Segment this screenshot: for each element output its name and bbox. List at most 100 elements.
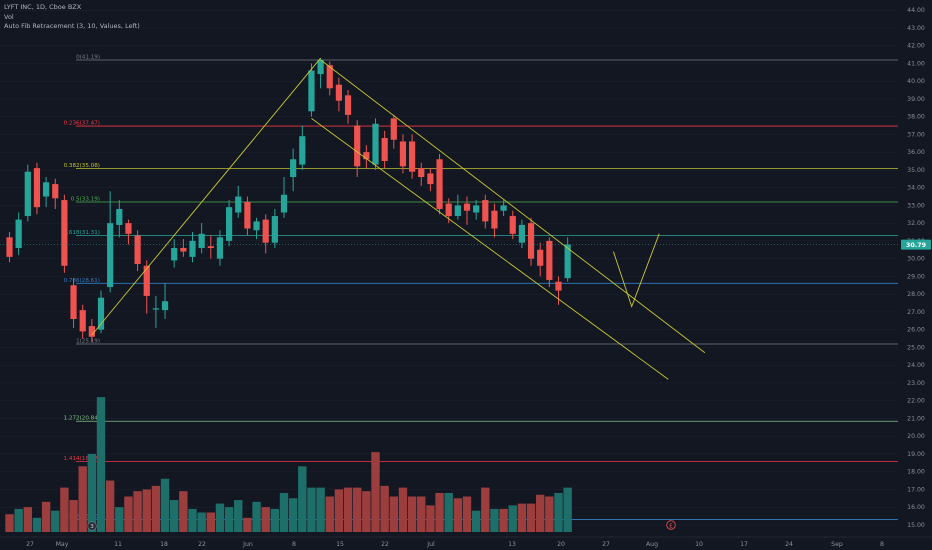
candle-body[interactable] (454, 205, 461, 217)
price-axis[interactable]: 44.00 43.00 42.00 41.00 40.00 39.00 38.00 37.00… (0, 7, 931, 529)
time-axis[interactable]: 27 May 11 18 22 Jun 8 15 22 Jul 13 20 27 Aug 10 17 24 Sep… (0, 536, 932, 548)
candlestick-series[interactable] (6, 58, 571, 343)
candle-body[interactable] (546, 240, 553, 280)
volume-bar (362, 491, 371, 532)
candle-body[interactable] (15, 219, 22, 248)
candle-body[interactable] (107, 223, 114, 288)
volume-bar (398, 487, 408, 532)
fib-retracement-levels[interactable]: 0(41.19) 0.236(37.47) 0.382(35.08) 0.5(33.1… (64, 55, 898, 521)
candle-body[interactable] (280, 194, 288, 213)
candle-body[interactable] (152, 308, 159, 310)
candle-body[interactable] (436, 159, 443, 209)
volume-label[interactable]: Vol (4, 12, 14, 21)
candle-body[interactable] (308, 70, 315, 112)
candle-body[interactable] (244, 201, 251, 229)
candle-body[interactable] (527, 223, 535, 259)
candle-body[interactable] (189, 240, 196, 257)
candle-body[interactable] (253, 221, 260, 231)
symbol-title[interactable]: LYFT INC, 1D, Cboe BZX (4, 3, 82, 11)
candle-body[interactable] (463, 203, 471, 211)
candle-body[interactable] (290, 159, 297, 177)
candle-body[interactable] (445, 203, 452, 217)
candle-body[interactable] (555, 281, 562, 291)
candle-body[interactable] (491, 210, 498, 229)
dividend-event-marker[interactable] (87, 521, 97, 531)
candle-body[interactable] (61, 200, 68, 266)
candle-body[interactable] (500, 205, 507, 211)
candle-body[interactable] (207, 246, 214, 248)
candle-body[interactable] (116, 208, 123, 225)
candle-body[interactable] (33, 168, 41, 208)
time-tick-label: 8 (292, 541, 296, 548)
candle-body[interactable] (326, 65, 333, 89)
volume-bar (133, 491, 142, 532)
candle-body[interactable] (427, 173, 434, 185)
price-tick-label: 26.00 (907, 327, 925, 334)
earnings-event-marker[interactable] (666, 520, 676, 530)
earnings-event-badge: E (669, 523, 673, 529)
price-tick-label: 38.00 (907, 114, 925, 121)
candle-body[interactable] (6, 237, 13, 257)
trend-drawings[interactable] (91, 57, 706, 380)
volume-bar (536, 494, 545, 532)
candle-body[interactable] (43, 182, 50, 197)
price-tick-label: 16.00 (907, 504, 925, 511)
candle-body[interactable] (180, 248, 187, 252)
candle-body[interactable] (171, 248, 178, 261)
volume-bar (197, 512, 206, 532)
candle-body[interactable] (564, 244, 571, 279)
candle-body[interactable] (299, 136, 306, 165)
candle-body[interactable] (335, 84, 342, 101)
candle-body[interactable] (70, 285, 77, 319)
volume-bar (270, 508, 280, 532)
candle-body[interactable] (24, 171, 31, 217)
candle-body[interactable] (161, 301, 169, 311)
candle-body[interactable] (88, 326, 95, 337)
candle-body[interactable] (235, 196, 242, 213)
candle-body[interactable] (372, 123, 379, 165)
current-price-label: 30.79 (906, 241, 927, 249)
candle-body[interactable] (79, 310, 86, 332)
time-tick-label: 27 (26, 541, 34, 548)
impulse-trendline[interactable] (91, 57, 321, 336)
price-tick-label: 36.00 (907, 149, 925, 156)
candle-body[interactable] (226, 207, 233, 241)
candle-body[interactable] (509, 216, 516, 234)
candle-body[interactable] (52, 184, 59, 199)
candle-body[interactable] (418, 168, 425, 177)
candle-body[interactable] (390, 118, 397, 140)
projection-path[interactable] (612, 233, 660, 308)
candle-body[interactable] (363, 152, 370, 160)
fib-level-label: 1.414(18.57) (64, 456, 100, 462)
candle-body[interactable] (409, 141, 416, 172)
candle-body[interactable] (537, 249, 544, 266)
candle-body[interactable] (216, 237, 224, 259)
candle-body[interactable] (518, 224, 525, 243)
indicator-label[interactable]: Auto Fib Retracement (3, 10, Values, Lef… (4, 22, 140, 30)
time-tick-label: Jun (242, 541, 253, 548)
candle-body[interactable] (143, 265, 150, 296)
volume-bar (23, 507, 32, 532)
channel-upper-line[interactable] (320, 59, 706, 354)
candle-body[interactable] (354, 125, 361, 167)
candle-body[interactable] (344, 95, 352, 115)
time-tick-label: 10 (695, 541, 703, 548)
candle-body[interactable] (482, 200, 489, 222)
channel-lower-line[interactable] (311, 118, 669, 380)
candle-body[interactable] (381, 137, 388, 162)
candle-body[interactable] (97, 297, 105, 330)
candle-body[interactable] (134, 235, 141, 264)
candle-body[interactable] (125, 223, 132, 234)
candle-body[interactable] (317, 59, 324, 75)
candle-body[interactable] (271, 216, 278, 243)
candle-body[interactable] (399, 141, 407, 167)
time-tick-label: 22 (381, 541, 389, 548)
price-tick-label: 42.00 (907, 43, 925, 50)
candle-body[interactable] (473, 205, 480, 213)
volume-bar (105, 480, 115, 532)
current-price-tag[interactable] (901, 239, 931, 250)
candle-body[interactable] (262, 219, 269, 243)
candle-body[interactable] (198, 233, 205, 248)
